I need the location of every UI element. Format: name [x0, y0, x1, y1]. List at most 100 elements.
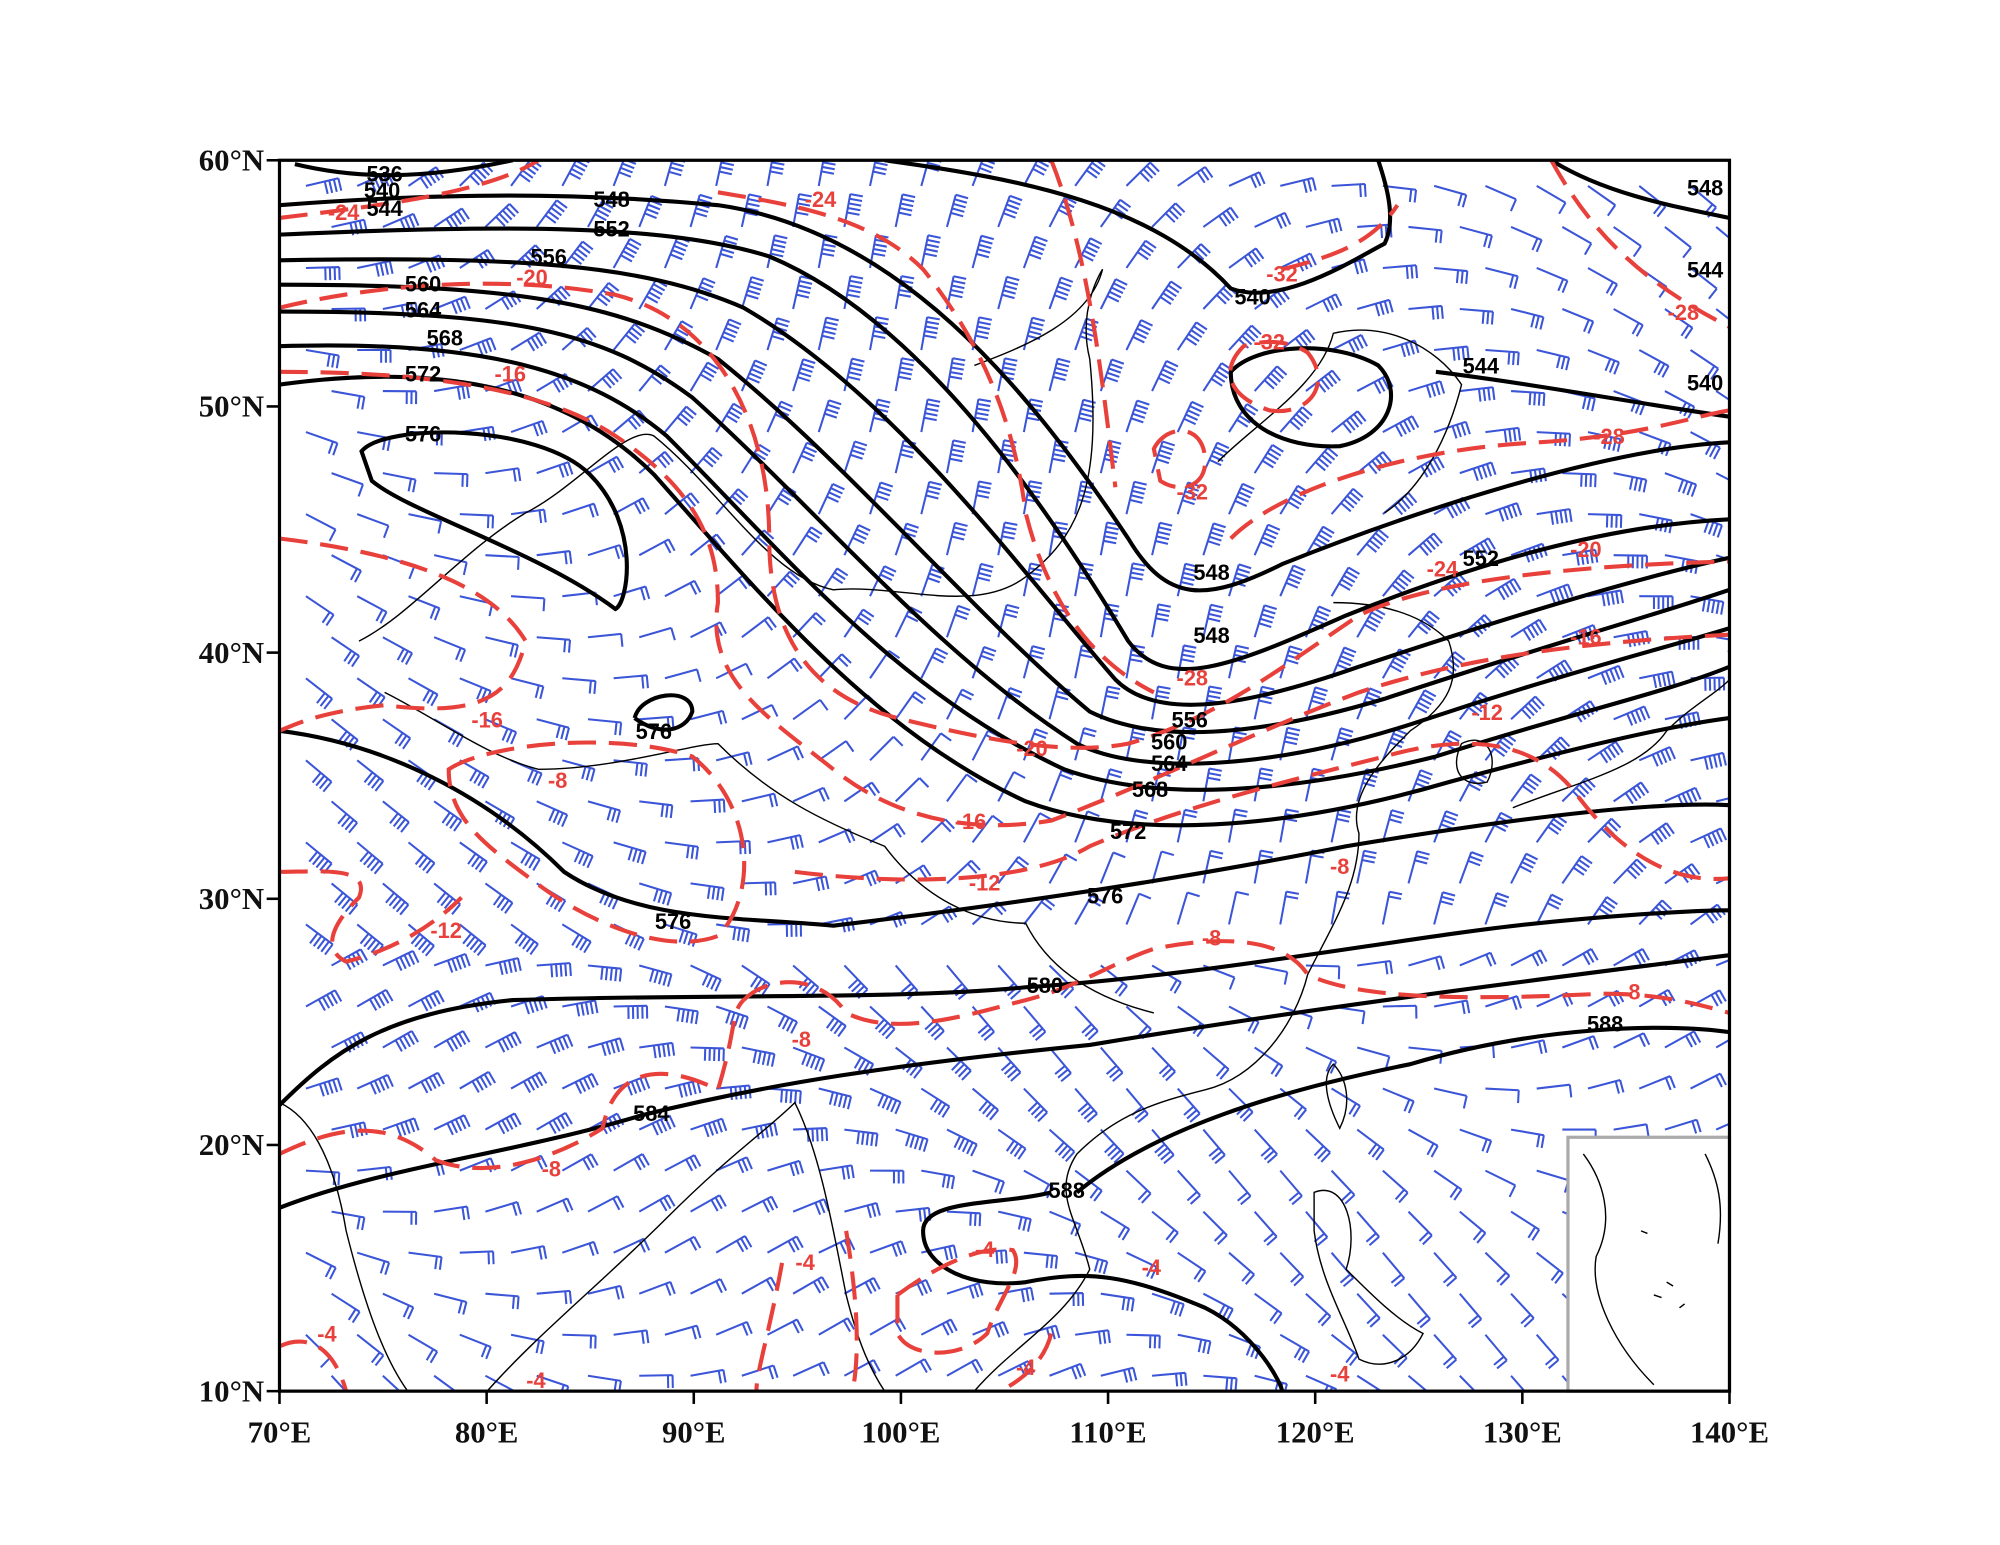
temperature-contour: [279, 998, 746, 1171]
wind-barb: [1305, 1046, 1338, 1074]
wind-barb: [433, 800, 463, 832]
wind-barb: [382, 800, 410, 833]
wind-barb: [1510, 225, 1543, 253]
wind-barb: [1356, 1046, 1391, 1070]
wind-barb: [1253, 1210, 1278, 1246]
wind-barb: [766, 234, 788, 269]
wind-barb: [485, 1201, 523, 1216]
wind-barb: [536, 550, 573, 565]
wind-barb: [1228, 1169, 1252, 1206]
wind-barb: [843, 1277, 881, 1295]
wind-barb: [510, 759, 543, 786]
wind-barb: [408, 513, 443, 534]
wind-barb: [485, 636, 519, 658]
wind-barb: [1664, 1030, 1702, 1049]
height-contour: [1228, 346, 1730, 449]
wind-barb: [1305, 447, 1339, 474]
wind-barb: [843, 524, 871, 556]
wind-barb: [1330, 808, 1352, 843]
wind-barb: [844, 1202, 881, 1219]
wind-barb: [638, 1194, 676, 1213]
wind-barb: [1202, 1210, 1228, 1246]
wind-barb: [1279, 1169, 1303, 1206]
wind-barb: [1407, 1210, 1433, 1246]
wind-barb: [1176, 562, 1198, 597]
wind-barb: [1613, 948, 1650, 967]
height-contour: [279, 282, 1730, 735]
wind-barb: [1484, 654, 1520, 680]
wind-barb: [1408, 955, 1446, 971]
wind-barb: [1022, 160, 1052, 187]
height-contour: [294, 160, 514, 178]
wind-barb: [1664, 1118, 1702, 1134]
wind-barb: [1536, 1251, 1564, 1284]
height-contour: [279, 226, 1730, 671]
wind-barb: [613, 1153, 650, 1172]
wind-barb: [638, 194, 664, 228]
wind-barb: [587, 800, 621, 824]
wind-barb: [1510, 618, 1548, 641]
wind-barb: [1382, 184, 1418, 203]
wind-barb: [484, 882, 514, 914]
wind-barb: [1485, 1087, 1520, 1104]
wind-barb: [1485, 184, 1517, 212]
wind-barb: [1074, 160, 1106, 187]
temperature-label: -24: [805, 187, 836, 212]
wind-barb: [715, 1005, 749, 1030]
height-label: 564: [405, 297, 441, 322]
wind-barb: [536, 461, 574, 478]
wind-barb: [330, 882, 359, 916]
temperature-label: -8: [1202, 926, 1221, 951]
wind-barb: [920, 316, 940, 351]
wind-barb: [357, 260, 394, 277]
wind-barb: [997, 194, 1023, 228]
height-contour: [1075, 1025, 1730, 1194]
wind-barb: [1434, 345, 1470, 361]
wind-barb: [1561, 226, 1593, 256]
wind-barb: [946, 1282, 984, 1299]
wind-barb: [664, 1079, 702, 1098]
wind-barb: [1638, 349, 1670, 378]
wind-barb: [1125, 809, 1149, 843]
wind-barb: [716, 923, 751, 943]
temperature-contour: [279, 369, 1730, 828]
wind-barb: [1176, 891, 1200, 925]
wind-barb: [407, 923, 435, 957]
wind-barb: [1100, 1366, 1138, 1383]
temperature-contours: [279, 160, 1730, 1392]
wind-barb: [716, 839, 752, 855]
wind-barb: [459, 1070, 497, 1093]
wind-barb: [1510, 773, 1542, 802]
height-label: 540: [364, 178, 400, 203]
wind-barb: [561, 414, 599, 433]
wind-barb: [664, 579, 702, 598]
axes: 10°N 20°N 30°N 40°N 50°N 60°N 70°E 80°E 90°E 100°…: [199, 144, 1769, 1450]
height-contour: [279, 193, 1730, 593]
wind-barb: [844, 1128, 879, 1147]
wind-barb: [1022, 812, 1052, 843]
wind-barb: [1613, 1032, 1651, 1049]
wind-barb: [1023, 1005, 1047, 1041]
temperature-label: -8: [548, 768, 567, 793]
wind-barb: [1433, 999, 1471, 1015]
wind-barb: [1510, 1210, 1541, 1241]
wind-barb: [1587, 267, 1618, 297]
wind-barb: [510, 1333, 545, 1355]
wind-barb: [1407, 689, 1437, 720]
wind-barb: [895, 1128, 929, 1152]
wind-barb: [663, 160, 686, 187]
wind-barb: [1022, 728, 1049, 761]
wind-barb: [1690, 989, 1727, 1008]
wind-barb: [484, 203, 520, 228]
wind-barb: [1279, 726, 1301, 761]
wind-barb: [510, 841, 541, 871]
wind-barb: [1664, 786, 1702, 808]
wind-barb: [997, 771, 1026, 802]
wind-barb: [1305, 1210, 1329, 1247]
temperature-label: -28: [1177, 665, 1208, 690]
wind-barb: [1331, 182, 1367, 198]
height-contours: [279, 160, 1730, 1392]
temperature-label: -16: [955, 809, 986, 834]
wind-barb: [1049, 1210, 1082, 1237]
